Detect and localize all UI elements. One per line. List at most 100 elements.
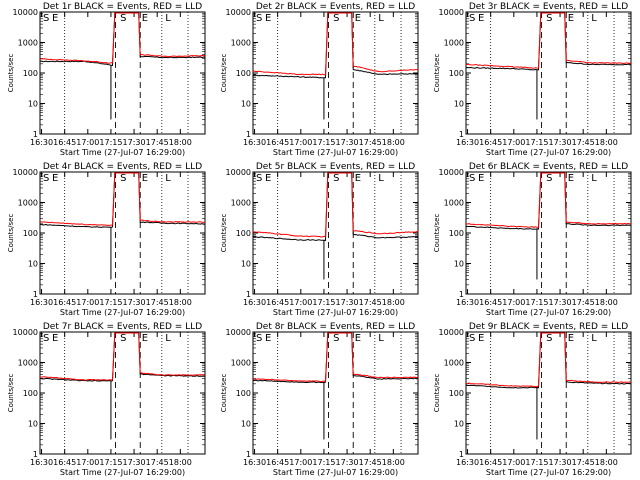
corner-label-s: S	[256, 13, 262, 24]
corner-label-s: S	[256, 333, 262, 344]
detector-panel-8: Det 8r BLACK = Events, RED = LLD 1 10 100 10…	[220, 322, 419, 477]
corner-label-s: S	[469, 13, 475, 24]
y-tick-label: 10	[454, 260, 464, 269]
marker-label-l: L	[591, 13, 597, 24]
chart-title: Det 4r BLACK = Events, RED = LLD	[43, 162, 202, 172]
x-tick-label: 16:45	[266, 138, 289, 147]
series-events	[252, 12, 419, 79]
detector-panel-1: Det 1r BLACK = Events, RED = LLD 1 10 100 10…	[7, 2, 206, 157]
y-tick-label: 100	[236, 389, 251, 398]
x-tick-label: 17:00	[289, 458, 312, 467]
marker-label-l: L	[165, 333, 171, 344]
y-tick-label: 10000	[13, 328, 38, 337]
x-tick-label: 18:00	[169, 458, 192, 467]
marker-label-s: S	[546, 173, 552, 184]
x-tick-label: 16:30	[243, 298, 266, 307]
y-axis-label: Counts/sec	[7, 374, 15, 413]
corner-label-s: S	[256, 173, 262, 184]
x-tick-label: 17:15	[525, 298, 548, 307]
x-axis-label: Start Time (27-Jul-07 16:29:00)	[486, 308, 611, 317]
corner-label-e: E	[265, 173, 271, 184]
corner-label-s: S	[43, 333, 49, 344]
y-axis-label: Counts/sec	[220, 374, 228, 413]
x-tick-label: 17:00	[76, 138, 99, 147]
x-tick-label: 16:45	[266, 298, 289, 307]
x-tick-label: 18:00	[169, 298, 192, 307]
marker-label-s: S	[333, 13, 339, 24]
x-tick-label: 17:30	[123, 458, 146, 467]
detector-panel-2: Det 2r BLACK = Events, RED = LLD 1 10 100 10…	[220, 2, 419, 157]
y-tick-label: 100	[449, 389, 464, 398]
series-lld	[465, 172, 632, 228]
x-tick-label: 17:30	[336, 458, 359, 467]
marker-label-e: E	[568, 13, 574, 24]
x-tick-label: 16:30	[456, 298, 479, 307]
corner-label-s: S	[469, 333, 475, 344]
x-tick-label: 17:45	[572, 298, 595, 307]
x-axis-label: Start Time (27-Jul-07 16:29:00)	[60, 148, 185, 157]
marker-label-s: S	[120, 13, 126, 24]
x-tick-label: 18:00	[169, 138, 192, 147]
series-lld	[39, 172, 206, 226]
y-tick-label: 10000	[439, 328, 464, 337]
series-lld	[39, 332, 205, 381]
marker-label-l: L	[165, 13, 171, 24]
chart-title: Det 1r BLACK = Events, RED = LLD	[43, 2, 202, 12]
y-tick-label: 1000	[444, 359, 464, 368]
marker-label-e: E	[355, 13, 361, 24]
marker-label-e: E	[142, 13, 148, 24]
x-axis-label: Start Time (27-Jul-07 16:29:00)	[60, 308, 185, 317]
y-tick-label: 10000	[439, 8, 464, 17]
corner-label-e: E	[52, 13, 58, 24]
series-events	[40, 12, 206, 66]
y-axis-label: Counts/sec	[7, 54, 15, 93]
x-tick-label: 16:45	[479, 458, 502, 467]
y-tick-label: 1	[459, 130, 464, 139]
y-tick-label: 1	[33, 450, 38, 459]
x-tick-label: 17:45	[359, 298, 382, 307]
y-tick-label: 10	[28, 420, 38, 429]
x-axis-label: Start Time (27-Jul-07 16:29:00)	[486, 468, 611, 477]
y-tick-label: 1000	[231, 359, 251, 368]
y-axis-label: Counts/sec	[433, 54, 441, 93]
marker-label-s: S	[120, 173, 126, 184]
x-tick-label: 17:45	[359, 138, 382, 147]
y-tick-label: 1	[459, 450, 464, 459]
marker-label-e: E	[355, 333, 361, 344]
marker-label-e: E	[568, 333, 574, 344]
corner-label-e: E	[478, 173, 484, 184]
x-tick-label: 17:30	[336, 298, 359, 307]
marker-label-s: S	[333, 333, 339, 344]
y-tick-label: 1	[246, 130, 251, 139]
y-tick-label: 10	[241, 100, 251, 109]
x-tick-label: 16:30	[243, 458, 266, 467]
detector-panel-4: Det 4r BLACK = Events, RED = LLD 1 10 100 10…	[7, 162, 206, 317]
y-tick-label: 100	[23, 229, 38, 238]
y-tick-label: 1	[246, 290, 251, 299]
y-tick-label: 100	[449, 69, 464, 78]
x-tick-label: 17:00	[289, 138, 312, 147]
y-tick-label: 1000	[231, 39, 251, 48]
y-tick-label: 10	[28, 260, 38, 269]
x-axis-label: Start Time (27-Jul-07 16:29:00)	[273, 308, 398, 317]
x-tick-label: 17:00	[502, 138, 525, 147]
marker-label-l: L	[591, 333, 597, 344]
x-tick-label: 17:15	[312, 138, 335, 147]
x-tick-label: 17:00	[502, 458, 525, 467]
x-tick-label: 16:45	[479, 298, 502, 307]
x-tick-label: 17:00	[502, 298, 525, 307]
x-tick-label: 17:15	[99, 138, 122, 147]
x-tick-label: 18:00	[595, 458, 618, 467]
corner-label-e: E	[478, 13, 484, 24]
y-tick-label: 100	[23, 69, 38, 78]
y-tick-label: 1000	[444, 39, 464, 48]
series-lld	[465, 332, 632, 388]
x-tick-label: 17:45	[146, 298, 169, 307]
chart-title: Det 6r BLACK = Events, RED = LLD	[469, 162, 628, 172]
series-events	[465, 12, 631, 71]
corner-label-e: E	[265, 13, 271, 24]
y-tick-label: 10	[28, 100, 38, 109]
marker-label-l: L	[378, 13, 384, 24]
x-tick-label: 16:45	[479, 138, 502, 147]
corner-label-e: E	[52, 333, 58, 344]
